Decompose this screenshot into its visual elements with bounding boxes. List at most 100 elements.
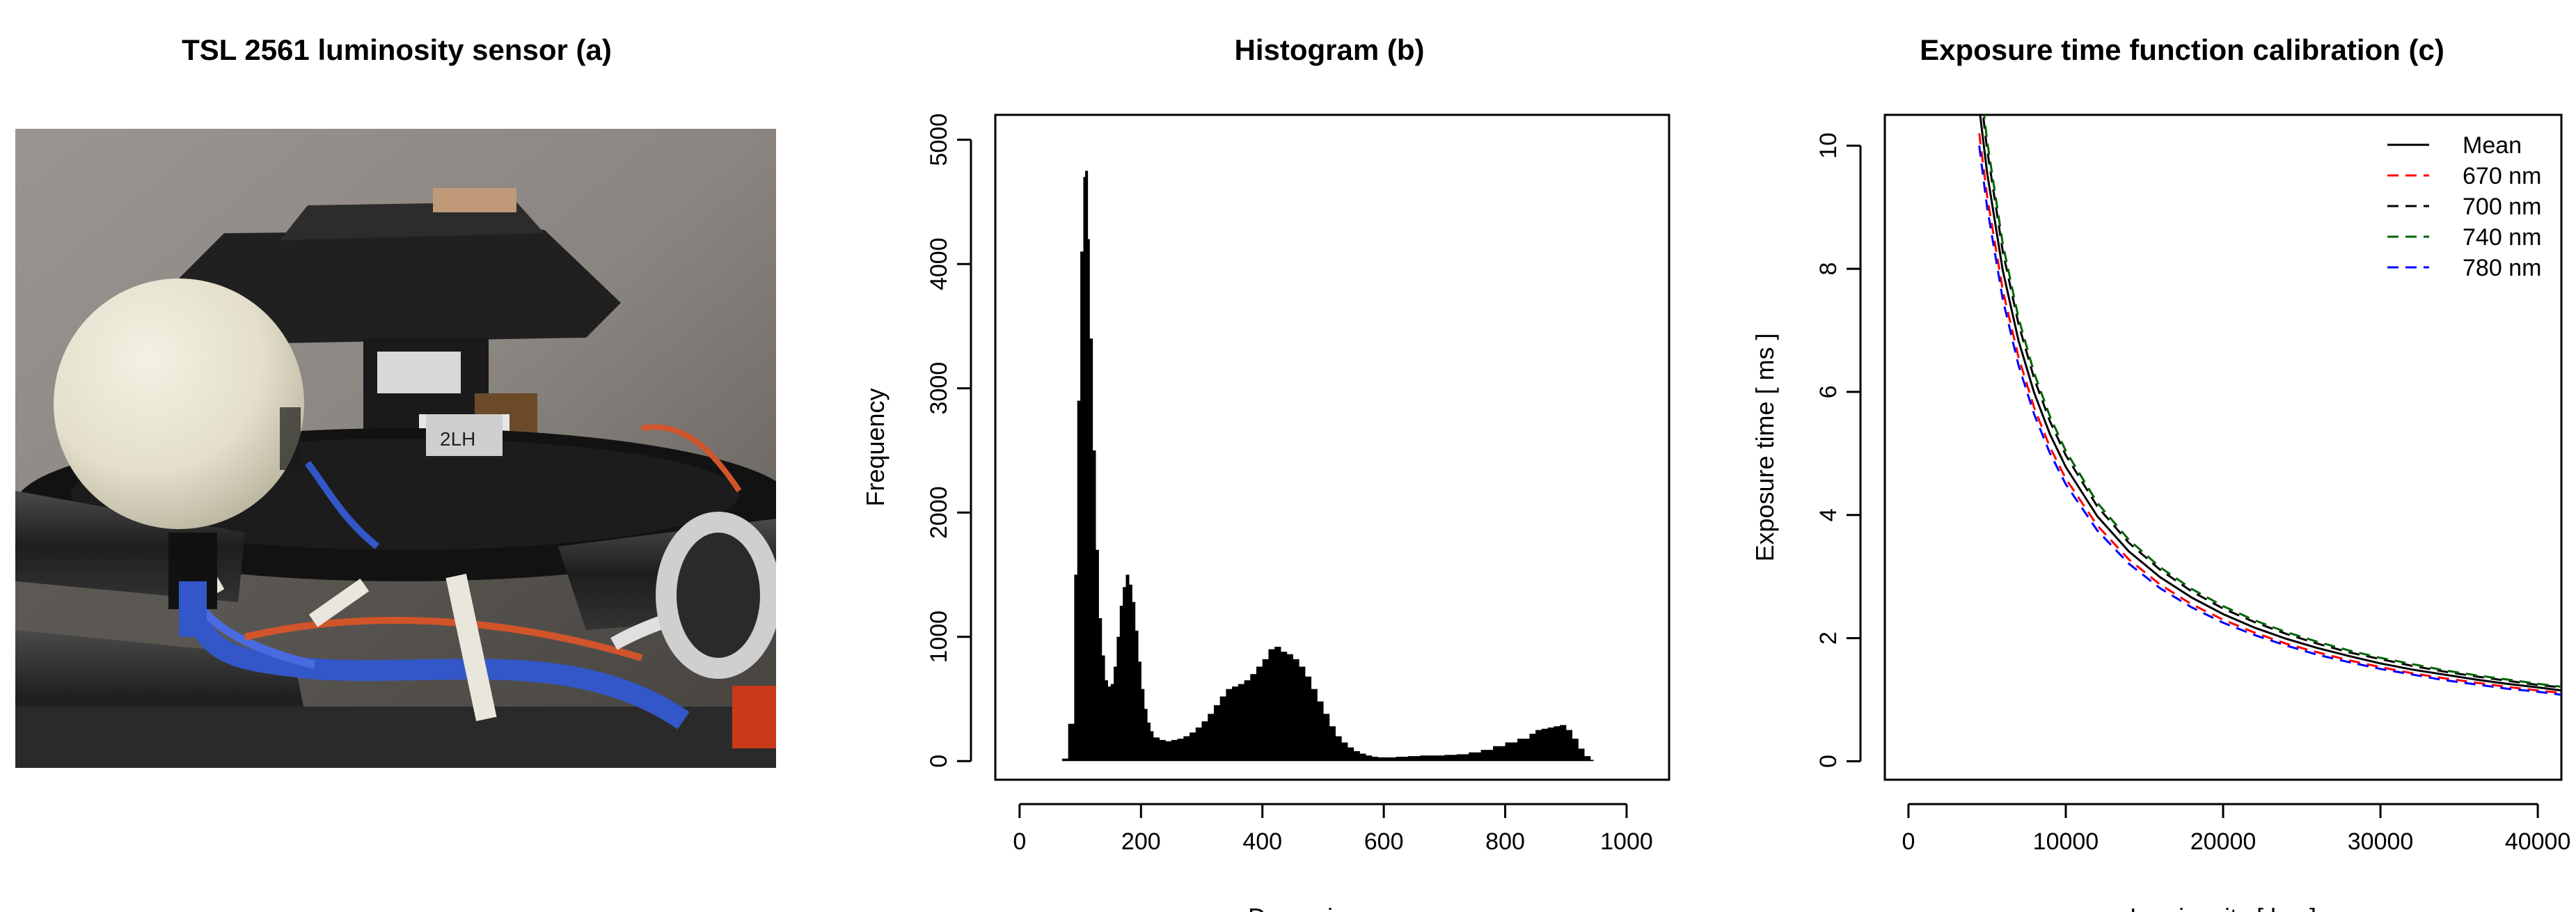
hist-bar [1469, 752, 1482, 762]
expo-y-tick-label: 10 [1815, 132, 1842, 159]
hist-bar [1083, 177, 1086, 762]
hist-bar [1335, 736, 1342, 762]
hist-bar [1572, 739, 1579, 762]
hist-x-tick-label: 400 [1242, 828, 1282, 855]
hist-bar [1144, 709, 1148, 762]
hist-bar [1150, 731, 1154, 762]
hist-bar [1560, 725, 1567, 762]
hist-bar [1123, 587, 1127, 762]
hist-bar [1135, 630, 1139, 762]
hist-bar [1517, 739, 1531, 762]
hist-bar [1529, 733, 1536, 762]
expo-y-tick-label: 0 [1815, 755, 1842, 768]
hist-bar [1095, 549, 1099, 762]
hist-bar [1244, 680, 1251, 762]
hist-bar [1256, 666, 1263, 762]
hist-bar [1480, 750, 1494, 762]
hist-bar [1377, 757, 1384, 762]
hist-bar [1141, 689, 1145, 762]
hist-bar [1384, 757, 1397, 762]
hist-bar [1541, 728, 1549, 762]
hist-bar [1359, 753, 1366, 762]
hist-bar [1317, 701, 1324, 762]
hist-bar [1116, 636, 1121, 762]
hist-y-tick-label: 1000 [926, 611, 952, 663]
hist-bar [1262, 659, 1270, 762]
hist-x-tick-label: 1000 [1600, 828, 1653, 855]
hist-bar [1183, 736, 1190, 762]
series-line-780-nm [1978, 146, 2561, 696]
hist-bar [1493, 746, 1506, 762]
hist-bar [1132, 602, 1136, 762]
hist-bar [1565, 730, 1573, 762]
hist-bar [1250, 674, 1257, 762]
hist-plot-frame [994, 113, 1670, 781]
hist-bar [1068, 723, 1075, 762]
expo-x-tick-label: 20000 [2190, 828, 2257, 855]
hist-x-tick-label: 600 [1364, 828, 1404, 855]
hist-bar [1341, 742, 1348, 762]
series-line-670-nm [1978, 133, 2561, 694]
hist-bar [1396, 756, 1409, 762]
hist-y-tick-label: 0 [926, 755, 952, 768]
hist-bar [1137, 661, 1141, 762]
chip-label: 2LH [440, 428, 475, 450]
hist-bar [1268, 649, 1275, 762]
hist-x-tick-label: 0 [1013, 828, 1026, 855]
hist-x-axis-title: Dynamic range [1248, 903, 1416, 912]
hist-bar [1329, 726, 1336, 762]
hist-bar [1101, 655, 1105, 762]
hist-bar [1114, 666, 1118, 762]
expo-y-tick-label: 2 [1815, 631, 1842, 645]
hist-x-tick-label: 200 [1121, 828, 1161, 855]
expo-y-tick-label: 4 [1815, 508, 1842, 521]
hist-bar [1110, 684, 1114, 762]
hist-bar [1147, 722, 1151, 762]
expo-x-tick-label: 0 [1902, 828, 1915, 855]
hist-bar [1085, 171, 1089, 762]
hist-y-axis-title: Frequency [861, 388, 890, 506]
hist-bar [1195, 728, 1203, 762]
hist-bar [1077, 400, 1081, 762]
hist-bar [1119, 606, 1123, 762]
hist-bar [1171, 739, 1178, 762]
expo-x-tick-label: 10000 [2033, 828, 2099, 855]
hist-bar [1208, 714, 1215, 762]
hist-bar [1456, 754, 1469, 762]
hist-bar [1353, 750, 1360, 762]
hist-bar [1232, 686, 1239, 762]
legend-label: 670 nm [2463, 163, 2541, 189]
hist-bar [1125, 574, 1130, 762]
hist-bar [1408, 756, 1421, 762]
hist-bar [1420, 755, 1433, 762]
hist-bar [1074, 574, 1078, 762]
hist-bar [1505, 742, 1518, 762]
series-line-740-nm [1983, 115, 2561, 688]
legend-label: Mean [2463, 132, 2522, 159]
expo-x-tick-label: 30000 [2348, 828, 2414, 855]
hist-bar [1177, 739, 1184, 762]
hist-bar [1104, 680, 1108, 762]
hist-bar [1535, 730, 1542, 762]
series-line-mean [1979, 115, 2561, 692]
hist-bar [1583, 756, 1591, 762]
hist-bar [1165, 741, 1172, 762]
hist-bar [1190, 732, 1196, 762]
hist-bar [1322, 714, 1330, 762]
hist-y-tick-label: 4000 [926, 237, 952, 290]
hist-bar [1098, 618, 1103, 762]
hist-bar [1092, 450, 1096, 762]
hist-bar [1226, 689, 1233, 762]
hist-bar [1201, 721, 1208, 762]
hist-bar [1219, 696, 1226, 762]
hist-bar [1299, 666, 1306, 762]
hist-bar [1347, 747, 1354, 762]
legend-label: 700 nm [2463, 194, 2541, 220]
legend-label: 740 nm [2463, 224, 2541, 251]
hist-bar [1286, 654, 1293, 762]
hist-bar [1590, 760, 1594, 762]
expo-y-tick-label: 8 [1815, 262, 1842, 276]
hist-bar [1089, 338, 1093, 762]
hist-bar [1371, 756, 1379, 762]
